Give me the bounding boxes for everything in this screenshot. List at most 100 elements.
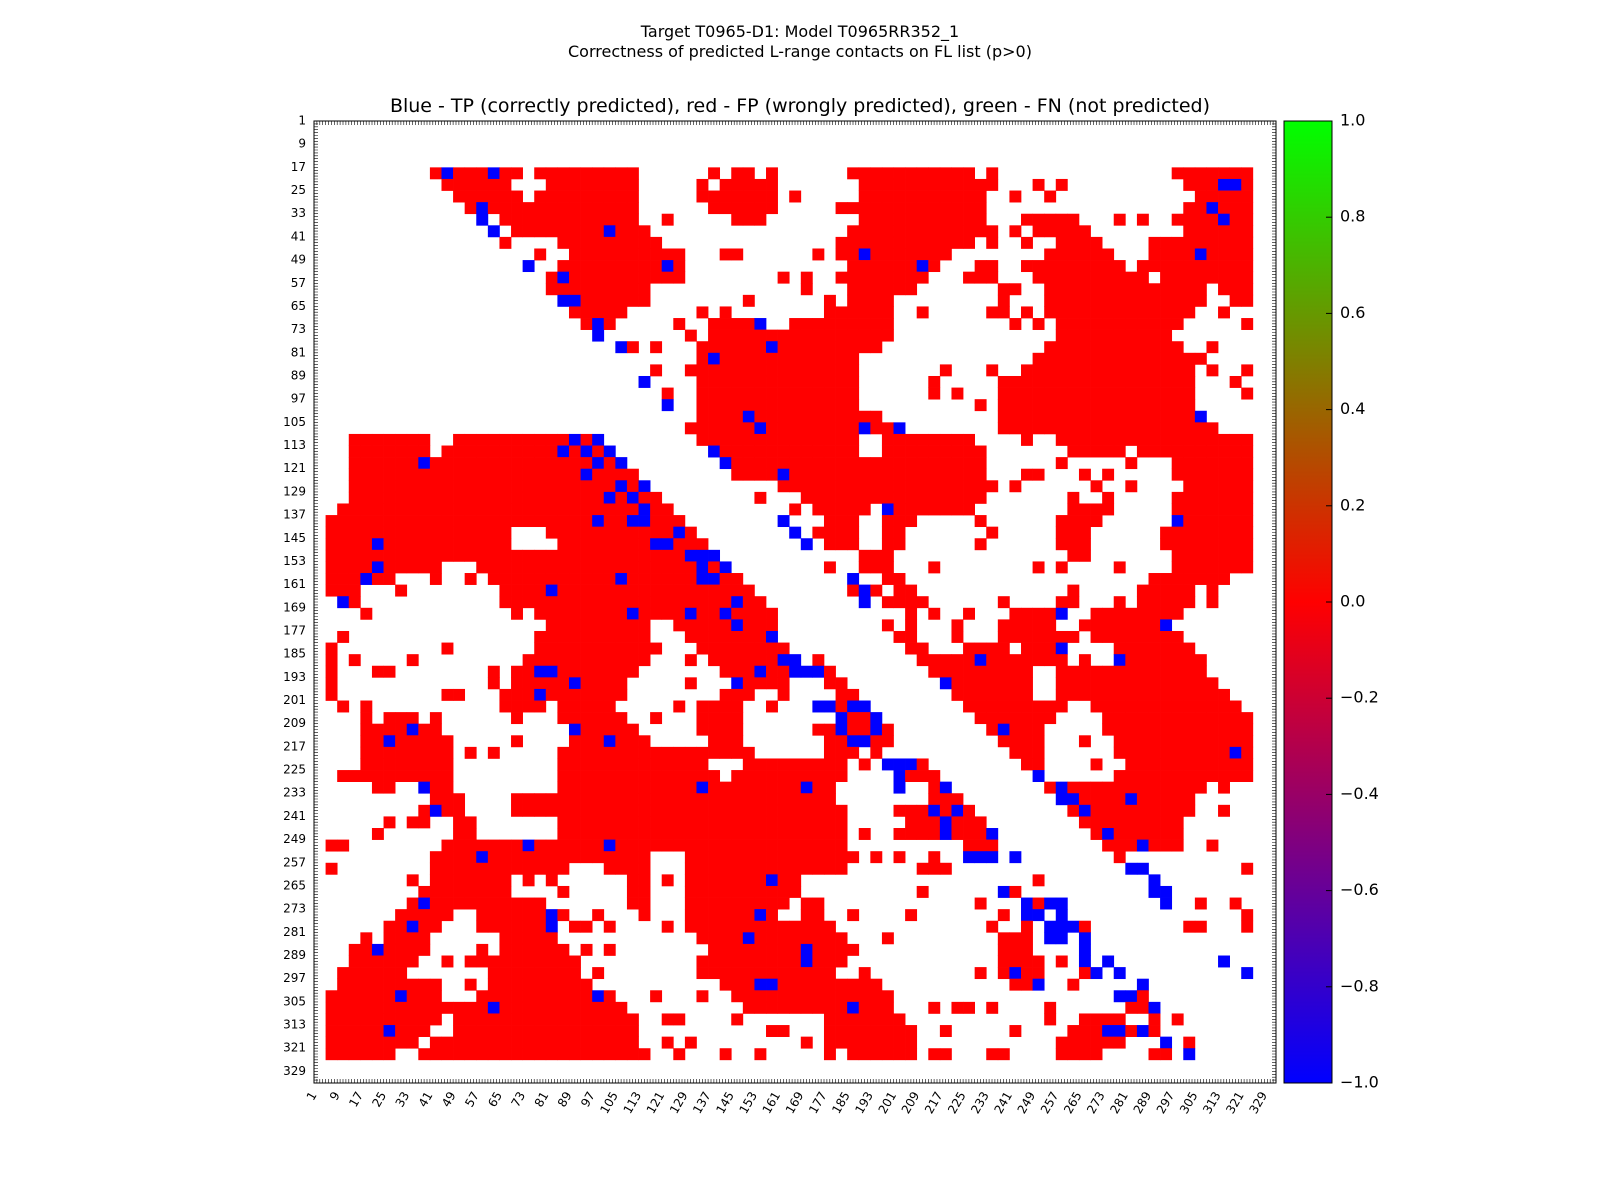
fp-contact-cell [371, 978, 384, 991]
tp-contact-cell [1148, 1001, 1161, 1014]
fp-contact-cell [1160, 654, 1173, 667]
fp-contact-cell [835, 410, 848, 423]
tp-contact-cell [626, 491, 639, 504]
fp-contact-cell [626, 480, 639, 493]
fp-contact-cell [557, 990, 570, 1003]
tp-contact-cell [592, 990, 605, 1003]
fp-contact-cell [453, 480, 466, 493]
y-tick-label: 41 [291, 229, 306, 243]
fp-contact-cell [951, 202, 964, 215]
fp-contact-cell [383, 1036, 396, 1049]
x-tick-label: 137 [690, 1089, 714, 1116]
fp-contact-cell [1067, 978, 1080, 991]
fp-contact-cell [568, 955, 581, 968]
fp-contact-cell [1206, 213, 1219, 226]
fp-contact-cell [905, 770, 918, 782]
fp-contact-cell [1021, 236, 1033, 249]
fp-contact-cell [580, 213, 593, 226]
fp-contact-cell [777, 804, 790, 817]
fp-contact-cell [337, 561, 350, 574]
fp-contact-cell [1009, 885, 1022, 898]
fp-contact-cell [696, 399, 709, 412]
fp-contact-cell [592, 781, 605, 794]
fp-contact-cell [580, 526, 593, 539]
fp-contact-cell [928, 607, 941, 620]
fp-contact-cell [974, 491, 987, 504]
fp-contact-cell [360, 770, 373, 782]
fp-contact-cell [603, 1048, 616, 1061]
fp-contact-cell [1021, 665, 1033, 678]
fp-contact-cell [557, 491, 570, 504]
fp-contact-cell [626, 816, 639, 829]
fp-contact-cell [742, 433, 755, 446]
fp-contact-cell [406, 955, 419, 968]
fp-contact-cell [812, 375, 825, 388]
fp-contact-cell [766, 665, 778, 678]
fp-contact-cell [1194, 665, 1207, 678]
fp-contact-cell [429, 874, 442, 887]
fp-contact-cell [522, 943, 535, 956]
tp-contact-cell [858, 248, 871, 261]
fp-contact-cell [1206, 712, 1219, 725]
fp-contact-cell [580, 596, 593, 609]
fp-contact-cell [1078, 967, 1091, 980]
fp-contact-cell [418, 515, 431, 528]
tp-contact-cell [1183, 1048, 1196, 1061]
fp-contact-cell [383, 712, 396, 725]
fp-contact-cell [731, 654, 744, 667]
fp-contact-cell [511, 213, 523, 226]
fp-contact-cell [708, 318, 721, 330]
fp-contact-cell [487, 445, 500, 458]
tp-contact-cell [777, 468, 790, 481]
fp-contact-cell [1171, 283, 1184, 296]
fp-contact-cell [545, 491, 558, 504]
fp-contact-cell [673, 700, 686, 713]
fp-contact-cell [847, 746, 860, 759]
fp-contact-cell [568, 306, 581, 319]
fp-contact-cell [696, 433, 709, 446]
fp-contact-cell [742, 619, 755, 632]
fp-contact-cell [661, 1036, 674, 1049]
fp-contact-cell [511, 955, 523, 968]
fp-contact-cell [615, 804, 628, 817]
fp-contact-cell [881, 1001, 894, 1014]
fp-contact-cell [557, 584, 570, 597]
fp-contact-cell [1206, 584, 1219, 597]
fp-contact-cell [580, 573, 593, 585]
fp-contact-cell [592, 619, 605, 632]
fp-contact-cell [1125, 271, 1138, 284]
fp-contact-cell [441, 735, 454, 748]
fp-contact-cell [835, 770, 848, 782]
fp-contact-cell [858, 1025, 871, 1037]
fp-contact-cell [1055, 248, 1068, 261]
fp-contact-cell [1067, 225, 1080, 238]
fp-contact-cell [568, 851, 581, 864]
tp-contact-cell [719, 457, 732, 470]
fp-contact-cell [638, 781, 651, 794]
fp-contact-cell [568, 735, 581, 748]
fp-contact-cell [731, 399, 744, 412]
y-tick-label: 177 [283, 624, 306, 638]
fp-contact-cell [592, 178, 605, 191]
fp-contact-cell [511, 468, 523, 481]
fp-contact-cell [800, 862, 813, 875]
fp-contact-cell [766, 885, 778, 898]
fp-contact-cell [534, 515, 547, 528]
fp-contact-cell [499, 688, 512, 701]
fp-contact-cell [534, 1001, 547, 1014]
fp-contact-cell [499, 990, 512, 1003]
fp-contact-cell [684, 885, 697, 898]
fp-contact-cell [974, 700, 987, 713]
fp-contact-cell [696, 828, 709, 840]
fp-contact-cell [754, 943, 767, 956]
fp-contact-cell [522, 596, 535, 609]
fp-contact-cell [395, 712, 408, 725]
fp-contact-cell [1113, 770, 1126, 782]
fp-contact-cell [731, 746, 744, 759]
fp-contact-cell [1206, 688, 1219, 701]
tp-contact-cell [1194, 248, 1207, 261]
tp-contact-cell [1218, 955, 1230, 968]
fp-contact-cell [522, 503, 535, 516]
tp-contact-cell [789, 526, 802, 539]
fp-contact-cell [939, 236, 952, 249]
